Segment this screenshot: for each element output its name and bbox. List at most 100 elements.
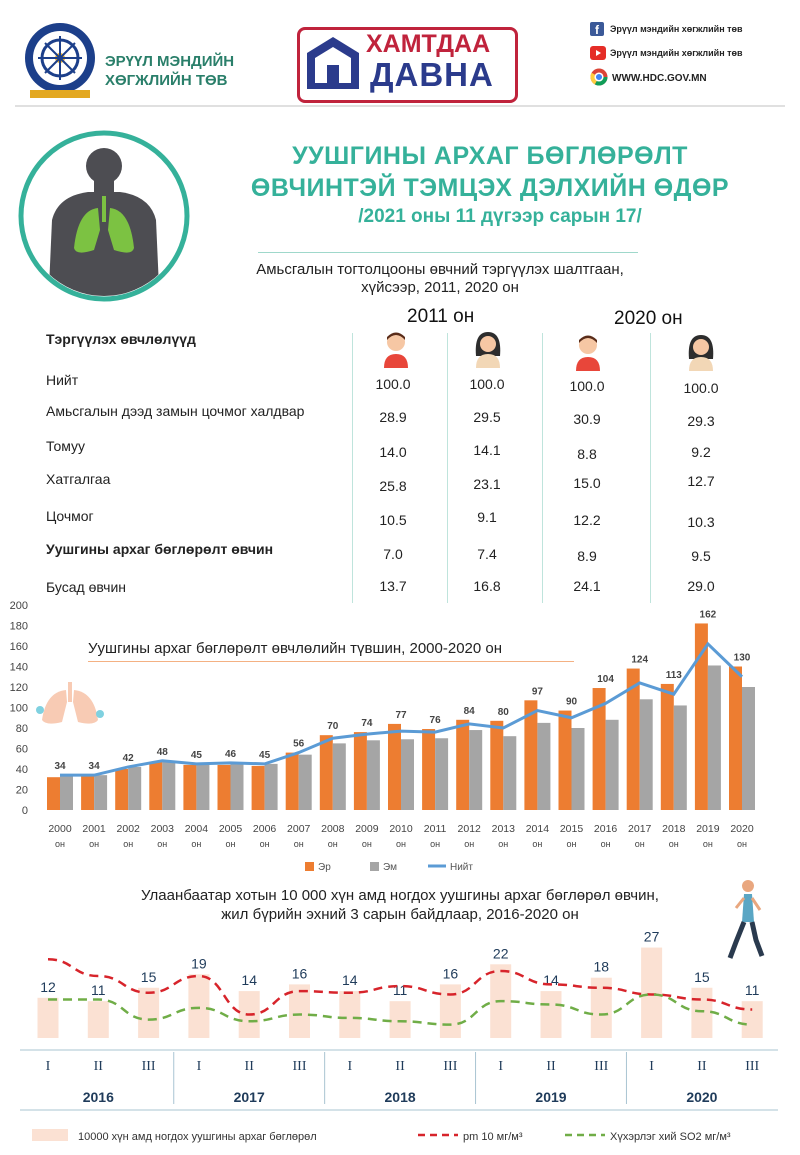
x-tick-label: III: [443, 1059, 457, 1074]
year-2011-label: 2011 он: [407, 306, 475, 327]
data-label: 18: [594, 959, 610, 975]
data-label: 130: [734, 653, 751, 664]
bar-women: [401, 739, 414, 810]
male-icon: [384, 332, 408, 368]
bar-men: [319, 735, 333, 810]
y-tick-label: 120: [10, 682, 28, 694]
cell: 25.8: [379, 478, 407, 494]
data-label: 16: [292, 965, 308, 981]
x-tick-label: II: [245, 1059, 255, 1074]
line-total: [60, 641, 744, 777]
bar-copd-rate: [87, 1001, 109, 1038]
cell: 23.1: [473, 476, 501, 492]
data-label: 14: [342, 972, 358, 988]
cell: 8.8: [577, 446, 597, 462]
x-tick-suffix: он: [157, 839, 167, 849]
data-label: 34: [89, 761, 101, 772]
facebook-icon[interactable]: f: [590, 22, 604, 36]
x-tick-label: 2007: [287, 823, 311, 835]
x-tick-suffix: он: [498, 839, 508, 849]
bar-copd-rate: [590, 977, 612, 1038]
page-title-line1: УУШГИНЫ АРХАГ БӨГЛӨРӨЛТ: [292, 142, 688, 170]
cell: 100.0: [375, 376, 411, 392]
x-tick-label: I: [347, 1059, 352, 1074]
x-tick-label: II: [395, 1059, 405, 1074]
x-tick-label: 2014: [526, 823, 550, 835]
website-link[interactable]: WWW.HDC.GOV.MN: [612, 73, 707, 84]
x-tick-label: 2016: [594, 823, 618, 835]
bar-women: [605, 719, 619, 810]
house-icon: [307, 37, 359, 89]
data-label: 74: [361, 718, 373, 729]
youtube-link[interactable]: Эрүүл мэндийн хөгжлийн төв: [610, 48, 743, 58]
y-tick-label: 20: [16, 785, 28, 797]
hdc-logo-icon: [25, 23, 95, 98]
chrome-icon[interactable]: [590, 68, 608, 86]
badge-line1: ХАМТДАА: [366, 30, 491, 58]
x-tick-suffix: он: [532, 839, 542, 849]
ulaanbaatar-chart: 12I11II15III19I14II16III14I11II16III22I1…: [20, 929, 778, 1143]
bar-copd-rate: [741, 1001, 763, 1038]
data-label: 14: [241, 972, 257, 988]
male-icon: [576, 335, 600, 371]
x-tick-label: 2020: [730, 823, 754, 835]
youtube-icon[interactable]: [590, 46, 606, 60]
x-tick-label: II: [94, 1059, 104, 1074]
cell: 8.9: [577, 548, 597, 564]
bar-women: [332, 743, 346, 810]
legend-label-pm10: pm 10 мг/м³: [463, 1131, 523, 1143]
chart1-title: Уушгины архаг бөглөрөлт өвчлөлийн түвшин…: [88, 640, 503, 657]
data-label: 34: [54, 761, 66, 772]
bar-copd-rate: [188, 974, 210, 1038]
group-label: 2018: [385, 1089, 416, 1105]
legend-label-total: Нийт: [450, 862, 473, 873]
cell: 29.3: [687, 413, 715, 429]
lungs-person-icon: [18, 130, 190, 302]
x-tick-suffix: он: [601, 839, 611, 849]
bar-women: [366, 740, 380, 810]
x-tick-label: 2015: [560, 823, 584, 835]
x-tick-label: 2002: [117, 823, 141, 835]
bar-women: [298, 754, 312, 810]
facebook-link[interactable]: Эрүүл мэндийн хөгжлийн төв: [610, 24, 743, 34]
year-2020-label: 2020 он: [614, 308, 683, 329]
data-label: 104: [597, 674, 614, 685]
x-tick-label: 2008: [321, 823, 345, 835]
bar-men: [729, 666, 742, 810]
line-pm10: [47, 958, 753, 1016]
data-label: 97: [532, 686, 544, 697]
bar-copd-rate: [37, 997, 59, 1038]
lungs-virus-icon: [36, 682, 104, 724]
legend-label-women: Эм: [383, 862, 397, 873]
y-tick-label: 200: [10, 600, 28, 612]
bar-men: [47, 777, 60, 810]
y-tick-label: 0: [22, 805, 28, 817]
bar-women: [571, 728, 585, 810]
x-tick-suffix: он: [294, 839, 304, 849]
x-tick-label: 2012: [458, 823, 482, 835]
x-tick-label: III: [594, 1059, 608, 1074]
incidence-chart: 0 20 40 60 80 100 120 140 160 180 200 2000 он 2001 он 2…: [10, 600, 755, 873]
chart1-title-underline: [88, 661, 574, 662]
x-tick-suffix: он: [328, 839, 338, 849]
cell: 100.0: [469, 376, 505, 392]
group-label: 2017: [234, 1089, 265, 1105]
x-tick-suffix: он: [260, 839, 270, 849]
bar-men: [626, 668, 640, 810]
bar-men: [660, 683, 674, 810]
badge-line2: ДАВНА: [370, 56, 494, 93]
page-title-line2: ӨВЧИНТЭЙ ТЭМЦЭХ ДЭЛХИЙН ӨДӨР: [250, 174, 730, 202]
bar-men: [81, 776, 95, 810]
x-tick-label: 2000: [48, 823, 72, 835]
y-tick-label: 40: [16, 764, 28, 776]
data-label: 46: [225, 749, 237, 760]
x-tick-suffix: он: [362, 839, 372, 849]
data-label: 70: [327, 721, 339, 732]
data-label: 27: [644, 929, 660, 945]
x-tick-suffix: он: [191, 839, 201, 849]
page-date: /2021 оны 11 дүгээр сарын 17/: [358, 206, 642, 227]
y-tick-label: 160: [10, 641, 28, 653]
bar-women: [435, 738, 449, 810]
data-label: 90: [566, 697, 578, 708]
cell: 28.9: [379, 409, 407, 425]
